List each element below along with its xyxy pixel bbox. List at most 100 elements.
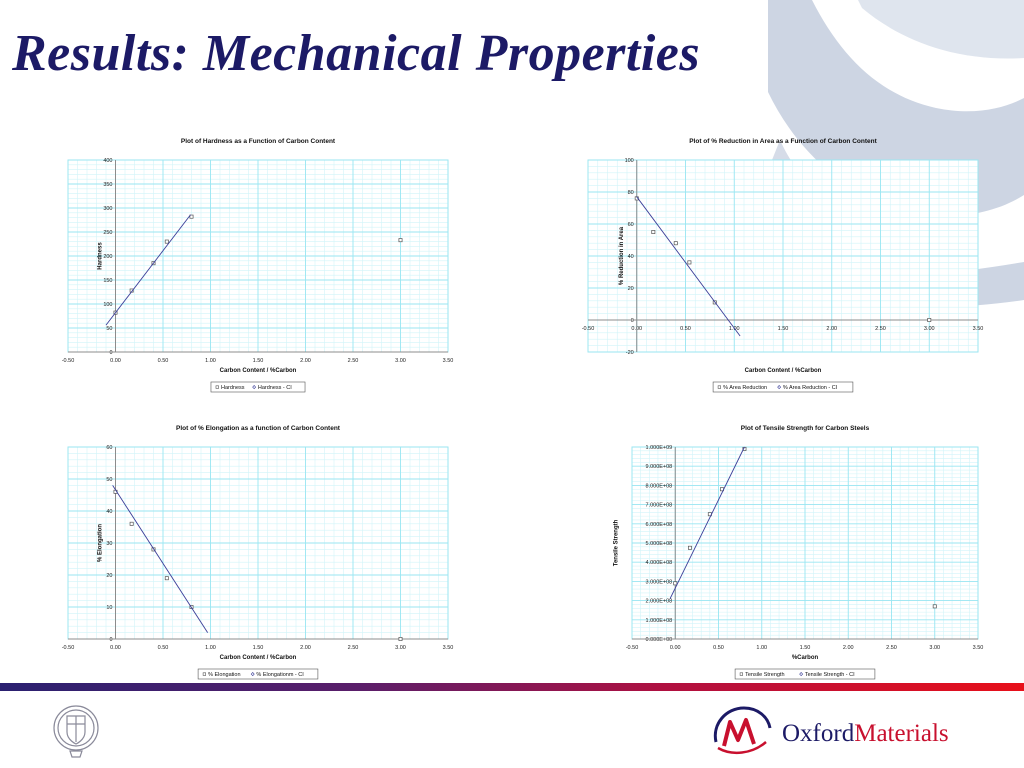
oxford-materials-logo-icon [713, 706, 772, 755]
fit-line [105, 214, 191, 326]
x-tick-label: 3.00 [924, 326, 935, 332]
chart-title: Plot of % Reduction in Area as a Functio… [689, 138, 877, 145]
x-tick-label: 0.50 [158, 645, 169, 651]
x-tick-label: -0.50 [62, 645, 75, 651]
x-tick-label: 1.00 [756, 645, 767, 651]
x-tick-label: 0.50 [158, 358, 169, 364]
y-tick-label: 20 [628, 286, 634, 292]
data-point [164, 239, 169, 244]
y-tick-label: 400 [103, 158, 112, 164]
elongation-chart: -0.50 0.00 0.50 1.00 1.50 2.00 2.50 3.00 3.50 0 10… [62, 425, 454, 680]
y-tick-label: 50 [106, 326, 112, 332]
data-point [129, 521, 134, 526]
legend-label: % Area Reduction [723, 385, 767, 391]
x-tick-label: 2.00 [843, 645, 854, 651]
y-tick-label: 4.000E+08 [645, 560, 672, 566]
data-point [927, 318, 932, 322]
y-tick-label: 60 [628, 222, 634, 228]
legend-box [210, 381, 306, 393]
fit-line [636, 196, 741, 337]
legend-marker-diamond [777, 385, 782, 390]
y-tick-label: 20 [106, 573, 112, 579]
y-tick-label: 200 [103, 254, 112, 260]
legend-label: % Elongationm - CI [256, 672, 304, 678]
x-tick-label: 1.50 [253, 645, 264, 651]
x-tick-label: 0.50 [680, 326, 691, 332]
y-axis-label: Tensile Strength [613, 519, 619, 566]
y-tick-label: 2.000E+08 [645, 599, 672, 605]
legend-box [712, 381, 854, 393]
y-tick-label: 30 [106, 541, 112, 547]
chart-title: Plot of Tensile Strength for Carbon Stee… [741, 425, 870, 432]
y-axis-label: % Elongation [98, 524, 104, 562]
x-tick-label: 2.50 [348, 358, 359, 364]
x-axis-label: Carbon Content / %Carbon [745, 368, 822, 374]
x-tick-label: 1.50 [800, 645, 811, 651]
y-tick-label: 350 [103, 182, 112, 188]
brand-name-oxford: Oxford [782, 720, 855, 747]
x-tick-label: 2.50 [875, 326, 886, 332]
data-point [673, 241, 678, 246]
x-tick-label: 1.00 [729, 326, 740, 332]
chart-title: Plot of Hardness as a Function of Carbon… [181, 138, 336, 145]
chart-title: Plot of % Elongation as a function of Ca… [176, 425, 341, 432]
y-tick-label: 0.000E+00 [645, 637, 672, 643]
x-tick-label: -0.50 [582, 326, 595, 332]
legend-label: % Elongation [208, 672, 240, 678]
fit-line [669, 446, 745, 599]
y-tick-label: 60 [106, 445, 112, 451]
y-tick-label: 6.000E+08 [645, 522, 672, 528]
legend-label: Tensile Strength - CI [805, 672, 855, 678]
x-tick-label: 2.00 [300, 358, 311, 364]
x-tick-label: 2.50 [348, 645, 359, 651]
y-tick-label: 300 [103, 206, 112, 212]
x-tick-label: 1.00 [205, 645, 216, 651]
x-tick-label: 3.00 [929, 645, 940, 651]
x-tick-label: -0.50 [626, 645, 639, 651]
x-tick-label: 3.00 [395, 645, 406, 651]
x-tick-label: 3.50 [443, 645, 454, 651]
hardness-chart: -0.50 0.00 0.50 1.00 1.50 2.00 2.50 3.00 3.50 0 50… [62, 138, 453, 393]
x-tick-label: 0.00 [110, 358, 121, 364]
legend-marker-square [215, 385, 219, 389]
y-tick-label: 1.000E+09 [645, 445, 672, 451]
y-axis-label: Hardness [98, 242, 104, 270]
legend-label: Hardness - CI [258, 385, 292, 391]
legend-box [197, 668, 319, 680]
x-tick-label: -0.50 [62, 358, 75, 364]
y-tick-label: 150 [103, 278, 112, 284]
legend-label: Hardness [221, 385, 245, 391]
legend: Tensile Strength Tensile Strength - CI [734, 668, 876, 680]
data-point [398, 637, 403, 641]
y-axis-label: % Reduction in Area [619, 226, 625, 285]
legend: % Area Reduction % Area Reduction - CI [712, 381, 854, 393]
data-point [932, 604, 937, 609]
y-tick-label: 40 [628, 254, 634, 260]
x-tick-label: 0.00 [110, 645, 121, 651]
legend-marker-diamond [250, 672, 255, 677]
x-tick-label: 2.50 [886, 645, 897, 651]
y-tick-label: 9.000E+08 [645, 464, 672, 470]
y-tick-label: 0 [109, 637, 112, 643]
brand-name-materials: Materials [854, 720, 949, 747]
legend-marker-square [739, 672, 743, 676]
x-tick-label: 1.50 [778, 326, 789, 332]
legend-marker-diamond [252, 385, 257, 390]
data-point [688, 545, 692, 550]
footer-divider [0, 683, 1024, 691]
data-point [673, 581, 678, 586]
y-tick-label: 250 [103, 230, 112, 236]
oxford-crest-icon [53, 705, 99, 758]
y-tick-label: -20 [626, 350, 634, 356]
legend-marker-square [717, 385, 721, 389]
x-tick-label: 3.00 [395, 358, 406, 364]
y-tick-label: 40 [106, 509, 112, 515]
brand-name: OxfordMaterials [782, 720, 949, 748]
data-point [164, 576, 169, 581]
legend-marker-square [202, 672, 207, 676]
x-tick-label: 0.50 [713, 645, 724, 651]
x-tick-label: 3.50 [973, 645, 984, 651]
x-tick-label: 3.50 [973, 326, 984, 332]
data-point [189, 214, 194, 219]
x-tick-label: 1.00 [205, 358, 216, 364]
